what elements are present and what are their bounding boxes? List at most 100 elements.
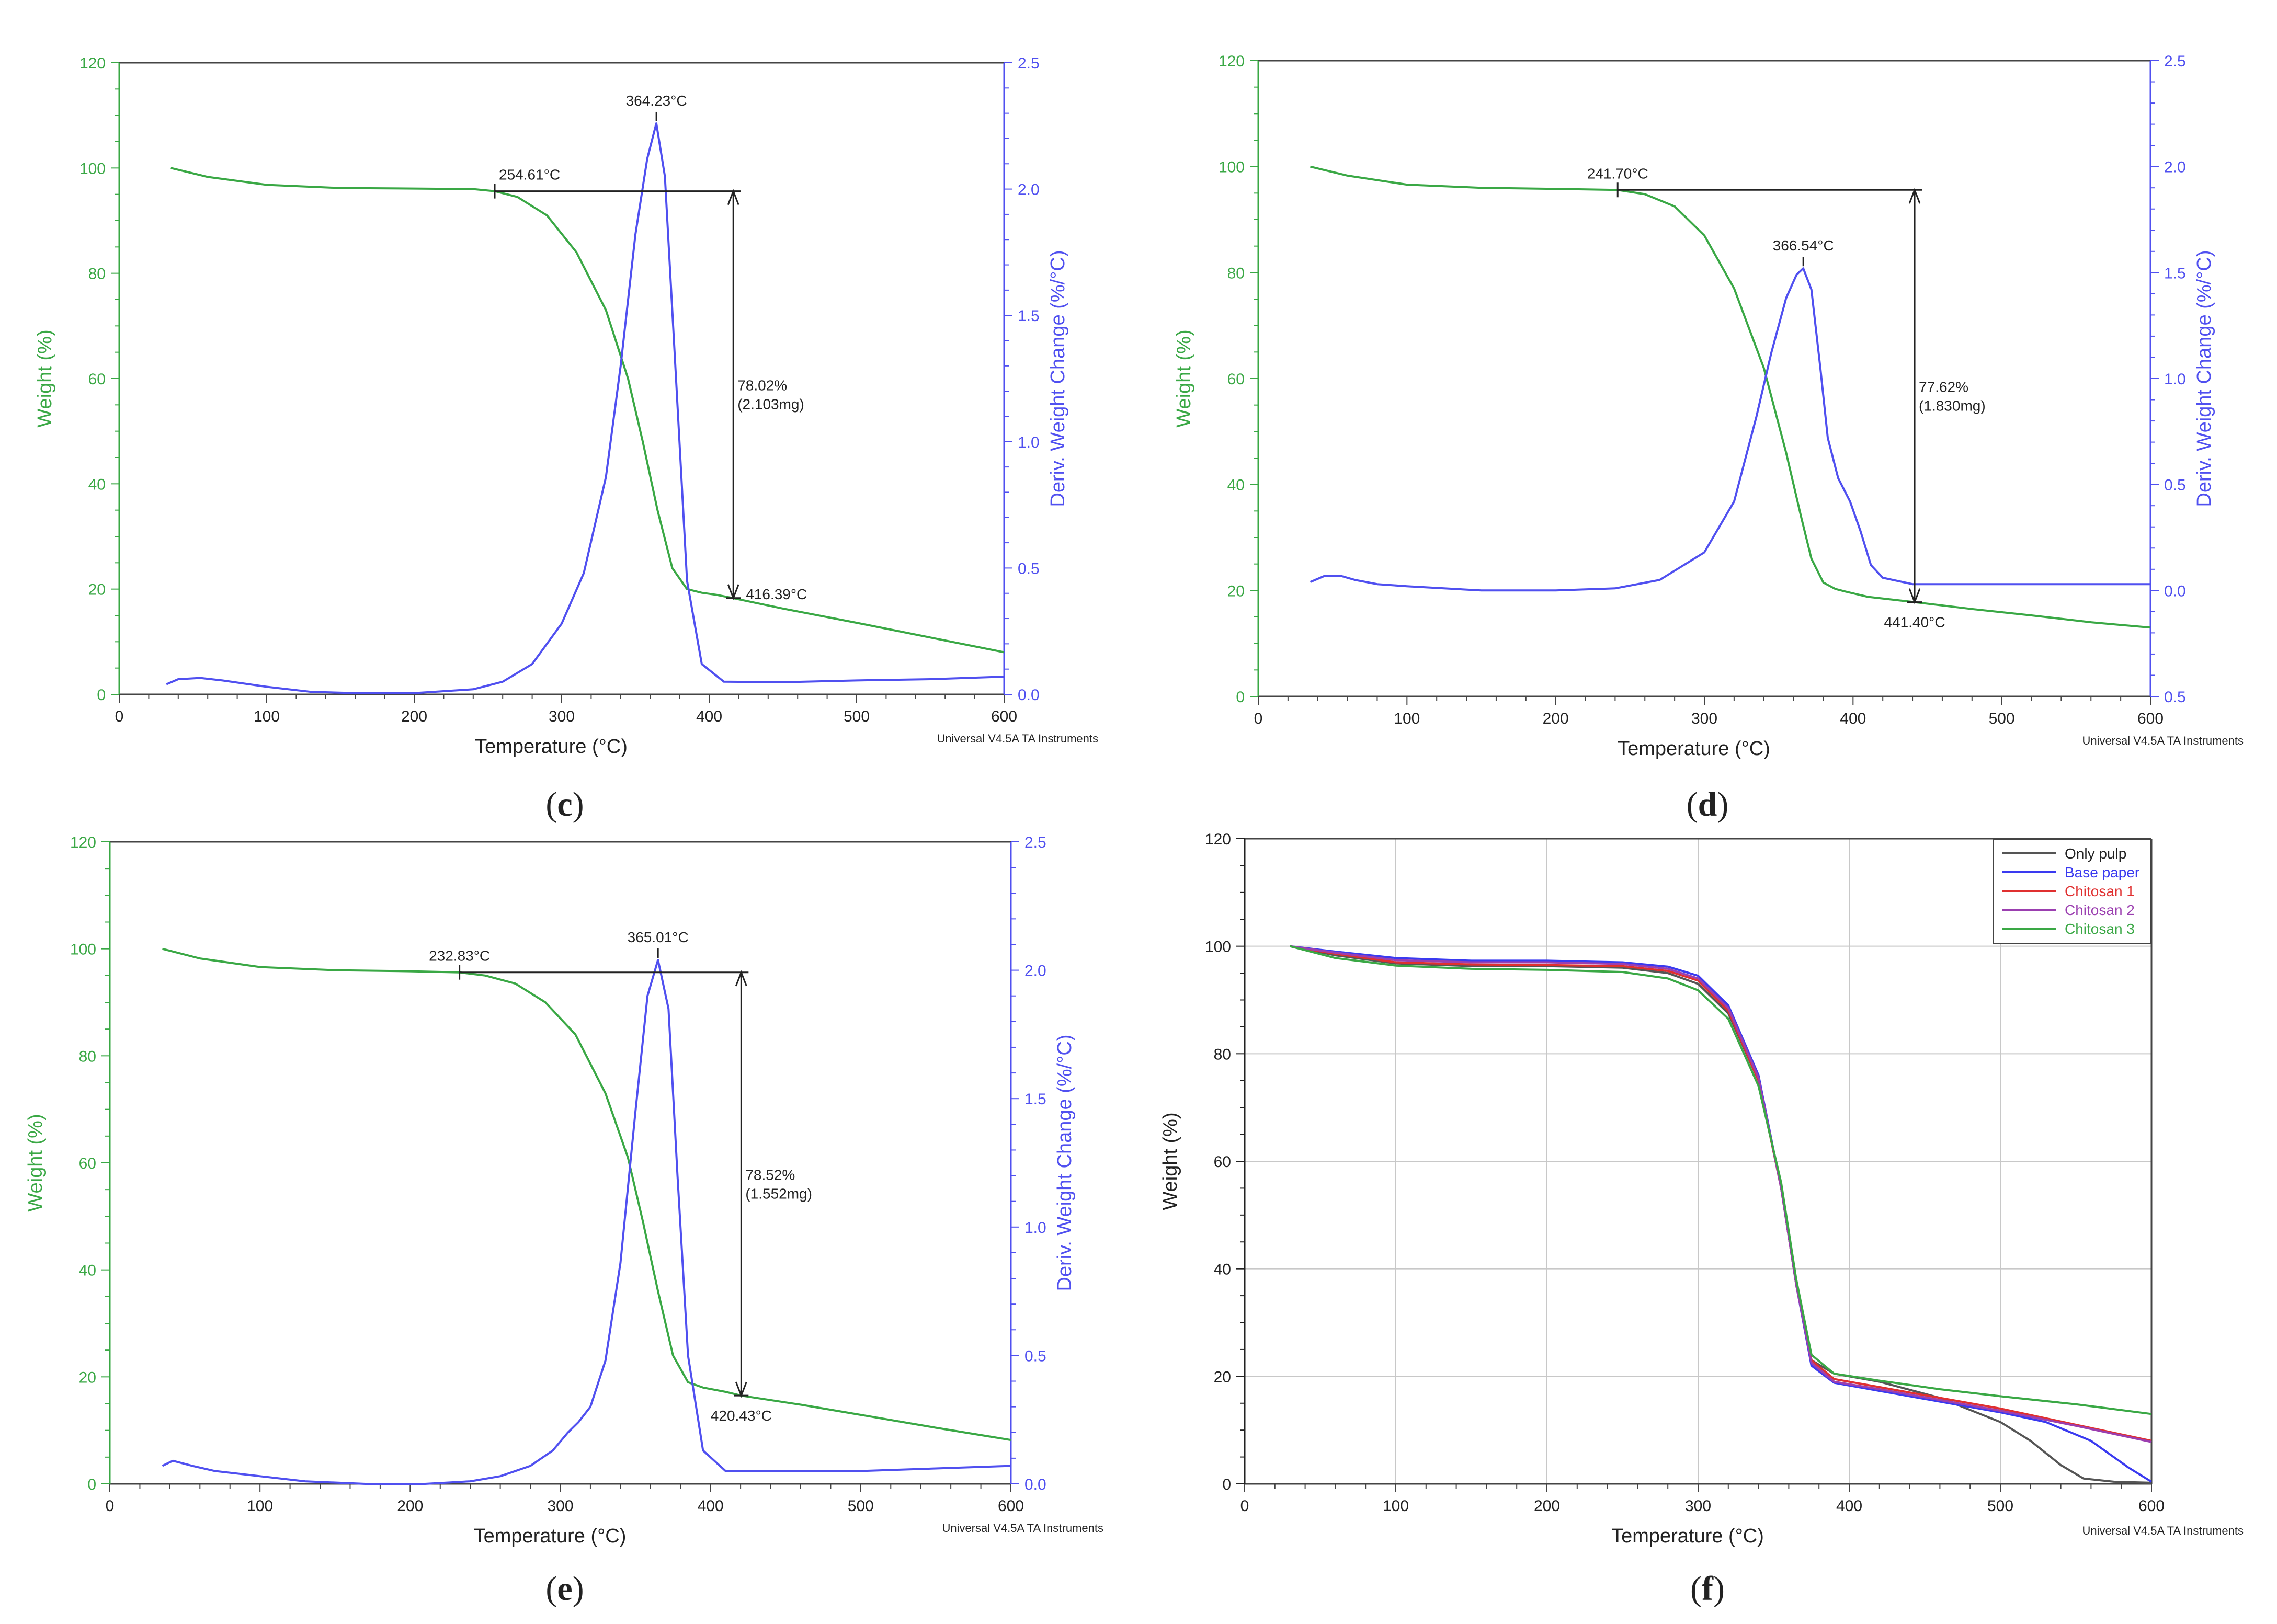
y-right-tick-label: 2.5 (2164, 53, 2186, 70)
y-tick-label: 20 (79, 1369, 96, 1386)
x-tick-label: 300 (547, 1497, 573, 1515)
instrument-credit: Universal V4.5A TA Instruments (2082, 1524, 2244, 1537)
y-right-tick-label: 1.5 (1024, 1091, 1046, 1108)
y-right-tick-label: 0.0 (1024, 1476, 1046, 1493)
series-line-only-pulp (1290, 945, 2152, 1484)
y-tick-label: 80 (1214, 1046, 1231, 1063)
y-tick-label: 20 (1214, 1368, 1231, 1386)
y-tick-label: 120 (1219, 53, 1245, 70)
panel-e: 0 100 200 300 400 500 600 0 20 40 60 80 100 120 0.0 0.5… (25, 834, 1103, 1608)
x-tick-label: 100 (1383, 1497, 1409, 1515)
y-right-tick-label: 2.0 (1024, 963, 1046, 980)
panel-label-letter: e (557, 1570, 572, 1608)
x-tick-label: 300 (1685, 1497, 1711, 1515)
x-tick-label: 400 (696, 708, 722, 725)
legend: Only pulp Base paper Chitosan 1 Chitosan 2 C… (1993, 839, 2151, 944)
y-tick-label: 40 (88, 476, 106, 493)
y-right-tick-label: 1.0 (2164, 371, 2186, 388)
y-tick-label: 40 (1227, 477, 1245, 494)
y-axis-title: Weight (%) (34, 329, 56, 427)
series-line-chitosan-3 (1290, 945, 2152, 1415)
y-right-axis-title: Deriv. Weight Change (%/°C) (1054, 1034, 1076, 1291)
y-right-tick-label: 0.5 (1024, 1347, 1046, 1365)
x-tick-label: 600 (2138, 1497, 2165, 1515)
mass-loss-percent-label: 78.52% (745, 1166, 795, 1183)
instrument-credit: Universal V4.5A TA Instruments (937, 732, 1098, 745)
onset-temperature-label: 241.70°C (1587, 165, 1648, 181)
panel-label: (e) (545, 1570, 584, 1608)
x-tick-label: 100 (254, 708, 280, 725)
mass-loss-percent-label: 78.02% (737, 378, 787, 394)
x-tick-label: 500 (844, 708, 870, 725)
y-tick-label: 40 (1214, 1261, 1231, 1278)
y-right-tick-label: 0.5 (1018, 560, 1040, 577)
y-tick-label: 80 (1227, 265, 1245, 282)
panel-f: 0 100 200 300 400 500 600 0 20 40 60 80 100 120 Temper… (1159, 831, 2244, 1608)
x-tick-label: 600 (991, 708, 1017, 725)
series-line-chitosan-2 (1290, 945, 2152, 1443)
mass-loss-mg-label: (1.552mg) (745, 1185, 812, 1202)
legend-label: Only pulp (2065, 845, 2126, 862)
panel-label-letter: d (1698, 785, 1717, 824)
y-axis-title: Weight (%) (1173, 329, 1195, 427)
y-right-tick-label: 0.0 (1018, 687, 1040, 704)
y-tick-label: 0 (97, 687, 106, 704)
y-right-tick-label: 1.0 (1018, 434, 1040, 451)
peak-temperature-label: 365.01°C (628, 929, 689, 945)
legend-label: Chitosan 2 (2065, 902, 2135, 918)
x-tick-label: 200 (401, 708, 427, 725)
x-tick-label: 600 (998, 1497, 1024, 1515)
peak-temperature-label: 364.23°C (626, 93, 687, 109)
weight-line (170, 167, 1005, 654)
arrowhead-top (1908, 188, 1921, 204)
y-right-axis-title: Deriv. Weight Change (%/°C) (2193, 250, 2215, 507)
y-right-tick-label: 0.5 (2164, 477, 2186, 494)
x-tick-label: 300 (549, 708, 575, 725)
x-tick-label: 500 (848, 1497, 874, 1515)
peak-temperature-label: 366.54°C (1773, 237, 1834, 254)
y-tick-label: 0 (87, 1476, 96, 1493)
x-tick-label: 400 (1840, 710, 1866, 727)
y-tick-label: 60 (79, 1155, 96, 1172)
legend-label: Chitosan 3 (2065, 921, 2135, 937)
mass-loss-percent-label: 77.62% (1919, 379, 1968, 395)
x-tick-label: 200 (1534, 1497, 1560, 1515)
legend-label: Base paper (2065, 864, 2139, 880)
legend-label: Chitosan 1 (2065, 883, 2135, 899)
end-temperature-label: 420.43°C (711, 1408, 772, 1424)
y-tick-label: 40 (79, 1262, 96, 1279)
x-tick-label: 0 (106, 1497, 115, 1515)
x-tick-label: 500 (1987, 1497, 2013, 1515)
panel-label: (c) (545, 785, 584, 824)
y-right-tick-label: 2.0 (1018, 181, 1040, 199)
y-right-tick-label: 2.5 (1024, 834, 1046, 851)
y-tick-label: 60 (1227, 371, 1245, 388)
panel-d: 0 100 200 300 400 500 600 0 20 40 60 80 100 120 0.5 0.0… (1173, 53, 2244, 824)
mass-loss-mg-label: (2.103mg) (737, 396, 804, 413)
onset-temperature-label: 232.83°C (429, 948, 490, 964)
instrument-credit: Universal V4.5A TA Instruments (942, 1522, 1103, 1535)
x-tick-label: 400 (698, 1497, 724, 1515)
instrument-credit: Universal V4.5A TA Instruments (2082, 734, 2244, 747)
y-tick-label: 120 (79, 55, 106, 72)
y-axis-title: Weight (%) (25, 1114, 47, 1211)
x-tick-label: 0 (1240, 1497, 1249, 1515)
deriv-weight-line (162, 959, 1011, 1485)
y-right-tick-label: 0.5 (2164, 689, 2186, 706)
panel-c: 0 100 200 300 400 500 600 0 20 40 60 80 100 120 0.0 0.5… (34, 55, 1098, 824)
y-tick-label: 120 (1205, 831, 1231, 848)
panel-label: (f) (1690, 1570, 1725, 1608)
x-tick-label: 100 (1394, 710, 1420, 727)
mass-loss-mg-label: (1.830mg) (1919, 397, 1986, 414)
panel-label-letter: f (1702, 1570, 1714, 1608)
y-tick-label: 20 (88, 581, 106, 599)
series-line-chitosan-1 (1290, 945, 2152, 1442)
x-tick-label: 0 (115, 708, 124, 725)
y-right-tick-label: 2.0 (2164, 159, 2186, 176)
y-tick-label: 100 (70, 941, 96, 958)
series-line-base-paper (1290, 945, 2153, 1483)
y-right-tick-label: 0.0 (2164, 582, 2186, 600)
x-tick-label: 100 (247, 1497, 273, 1515)
weight-line (1310, 165, 2151, 629)
